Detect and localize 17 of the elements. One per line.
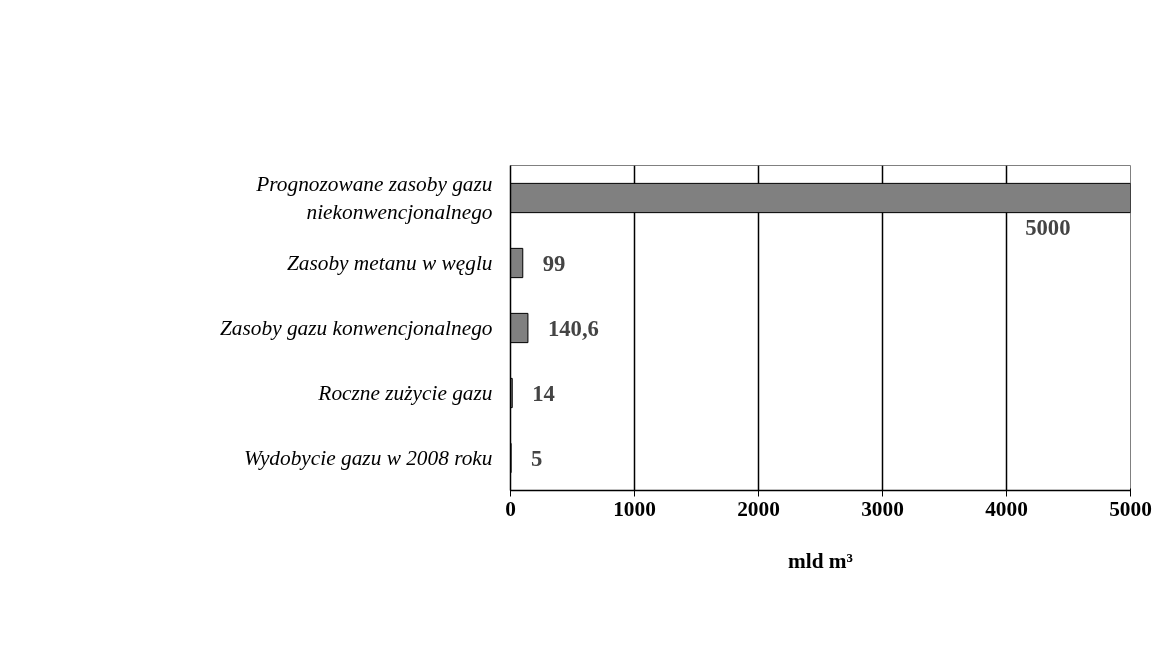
y-tick-label: Wydobycie gazu w 2008 roku <box>244 446 493 470</box>
data-label: 99 <box>542 250 566 276</box>
x-axis-title: mld m³ <box>787 548 854 573</box>
x-tick-label: 4000 <box>985 496 1028 521</box>
data-label: 140,6 <box>547 315 599 341</box>
y-tick-label: Prognozowane zasoby gazu niekonwencjonalnego <box>255 171 493 225</box>
x-tick-label: 0 <box>505 496 516 521</box>
x-tick-label: 5000 <box>1109 496 1152 521</box>
data-label: 5000 <box>1025 214 1071 240</box>
data-label: 5 <box>531 445 543 471</box>
y-tick-label: Roczne zużycie gazu <box>317 381 493 405</box>
y-tick-label: Zasoby metanu w węglu <box>286 251 493 275</box>
y-tick-label: Zasoby gazu konwencjonalnego <box>220 316 493 340</box>
x-tick-label: 1000 <box>613 496 656 521</box>
data-label: 14 <box>532 380 555 406</box>
x-tick-label: 2000 <box>737 496 780 521</box>
x-tick-label: 3000 <box>861 496 904 521</box>
